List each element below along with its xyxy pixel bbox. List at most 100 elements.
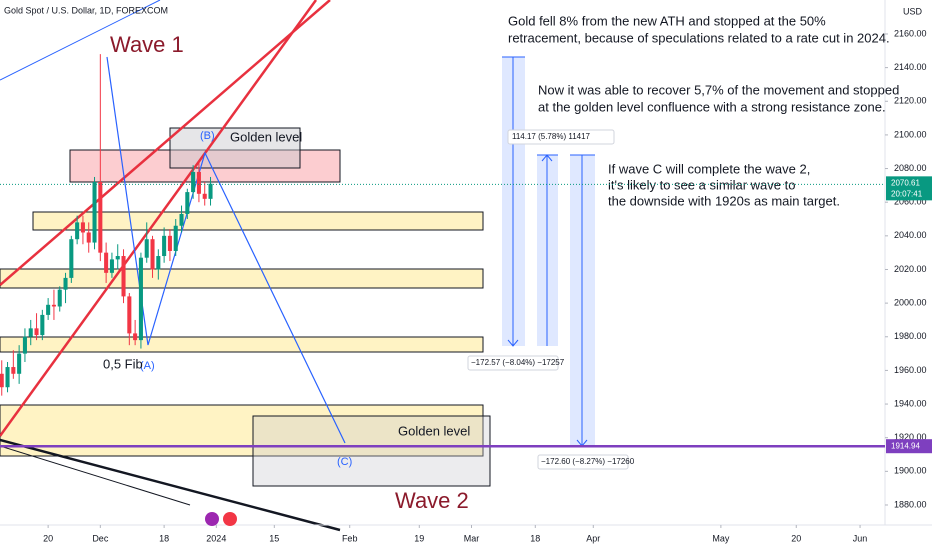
- zones: [0, 56, 595, 487]
- price-axis: [885, 0, 932, 550]
- candle-body: [104, 252, 109, 273]
- candles: [0, 54, 213, 396]
- y-tick-label: 2160.00: [894, 28, 927, 38]
- y-tick-label: 1960.00: [894, 365, 927, 375]
- x-tick-label: 19: [414, 533, 424, 543]
- x-tick-label: 15: [269, 533, 279, 543]
- y-tick-label: 2000.00: [894, 297, 927, 307]
- measure-box: [467, 355, 559, 371]
- candle-body: [185, 192, 190, 214]
- event-icon[interactable]: [223, 512, 237, 526]
- support-label: 1914.94: [891, 441, 920, 450]
- notes: Gold fell 8% from the new ATH and stoppe…: [508, 13, 899, 208]
- note-line: the downside with 1920s as main target.: [608, 193, 840, 208]
- candle-body: [69, 239, 74, 278]
- note-line: at the golden level confluence with a st…: [538, 99, 886, 114]
- candle-body: [51, 304, 56, 307]
- y-tick-label: 1940.00: [894, 398, 927, 408]
- note-line: retracement, because of speculations rel…: [508, 30, 890, 45]
- candle-body: [92, 182, 97, 243]
- fib-label: 0,5 Fib: [103, 356, 143, 371]
- x-tick-label: Dec: [92, 533, 109, 543]
- candle-body: [115, 256, 120, 260]
- x-tick-label: Feb: [342, 533, 358, 543]
- candle-body: [133, 333, 138, 341]
- trend-line: [0, 0, 318, 437]
- measure-box: [507, 129, 615, 145]
- note-line: it's likely to see a similar wave to: [608, 177, 795, 192]
- y-tick-label: 2040.00: [894, 230, 927, 240]
- candle-body: [98, 182, 103, 253]
- candle-body: [5, 367, 10, 388]
- candle-body: [144, 239, 149, 258]
- x-tick-label: Apr: [586, 533, 600, 543]
- candle-body: [28, 328, 33, 337]
- x-tick-label: May: [712, 533, 730, 543]
- y-tick-label: 2120.00: [894, 96, 927, 106]
- last-price-label: 2070.61: [891, 178, 920, 187]
- candle-body: [173, 225, 178, 251]
- candle-body: [17, 353, 22, 374]
- candle-body: [179, 213, 184, 226]
- candle-body: [208, 183, 213, 199]
- x-tick-label: 2024: [206, 533, 226, 543]
- zone: [0, 268, 484, 289]
- y-tick-label: 2100.00: [894, 129, 927, 139]
- measure-label: −172.60 (−8.27%) −17260: [541, 457, 635, 466]
- wave-path: [106, 56, 346, 444]
- wave-label: Wave 2: [395, 488, 469, 513]
- chart-title: Gold Spot / U.S. Dollar, 1D, FOREXCOM: [4, 5, 168, 15]
- note-line: Now it was able to recover 5,7% of the m…: [538, 82, 899, 97]
- zone: [169, 127, 301, 169]
- x-tick-label: 20: [791, 533, 801, 543]
- candle-body: [202, 193, 207, 199]
- trend-line: [0, 445, 191, 506]
- x-tick-label: 18: [159, 533, 169, 543]
- measure-label: −172.57 (−8.04%) −17257: [471, 358, 565, 367]
- event-icon[interactable]: [205, 512, 219, 526]
- y-tick-label: 1880.00: [894, 499, 927, 509]
- candle-body: [22, 336, 27, 354]
- candle-body: [34, 328, 39, 336]
- zone-label: Golden level: [398, 423, 470, 438]
- y-tick-label: 1980.00: [894, 331, 927, 341]
- last-price-tag: [886, 176, 932, 201]
- candle-body: [191, 171, 196, 193]
- y-tick-label: 1920.00: [894, 432, 927, 442]
- measure-arrows: [502, 56, 595, 447]
- y-tick-label: 2140.00: [894, 62, 927, 72]
- zone: [32, 211, 484, 231]
- candle-body: [86, 232, 91, 243]
- zone: [252, 415, 491, 487]
- candle-body: [127, 296, 132, 334]
- x-tick-label: Mar: [464, 533, 480, 543]
- trend-line: [0, 0, 161, 81]
- zone: [0, 336, 484, 353]
- candle-body: [0, 373, 4, 388]
- candle-body: [75, 222, 80, 240]
- candle-body: [162, 235, 167, 257]
- candle-body: [156, 256, 161, 270]
- candle-body: [80, 222, 85, 233]
- wave-point: (B): [200, 130, 215, 142]
- support-tag: [886, 439, 932, 454]
- y-tick-label: 2060.00: [894, 197, 927, 207]
- note-line: Gold fell 8% from the new ATH and stoppe…: [508, 13, 826, 28]
- y-tick-label: 2080.00: [894, 163, 927, 173]
- x-tick-label: 20: [43, 533, 53, 543]
- note-line: If wave C will complete the wave 2,: [608, 161, 810, 176]
- currency: USD: [903, 6, 923, 16]
- candle-body: [63, 277, 68, 290]
- y-tick-label: 1900.00: [894, 466, 927, 476]
- candle-body: [46, 304, 51, 315]
- measure-label: 114.17 (5.78%) 11417: [512, 132, 591, 141]
- candle-body: [11, 367, 16, 374]
- zone-label: Golden level: [230, 129, 302, 144]
- measure-box: [537, 454, 629, 470]
- trend-line: [0, 0, 331, 286]
- candle-body: [196, 171, 201, 194]
- wave-point: (C): [337, 456, 352, 468]
- candle-body: [109, 259, 114, 273]
- candle-body: [167, 235, 172, 251]
